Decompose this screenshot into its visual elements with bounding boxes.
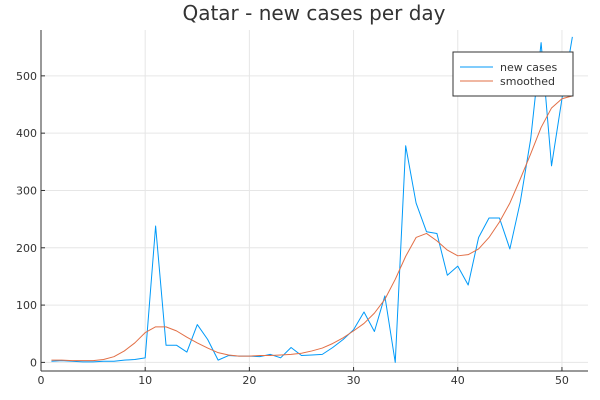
x-tick-label: 0	[38, 374, 45, 387]
y-tick-label: 500	[16, 70, 37, 83]
x-tick-label: 10	[138, 374, 152, 387]
series-line-smoothed	[51, 95, 573, 362]
y-tick-label: 400	[16, 127, 37, 140]
series-layer	[51, 36, 573, 363]
y-tick-label: 200	[16, 242, 37, 255]
legend-label-new-cases: new cases	[500, 61, 558, 74]
legend-label-smoothed: smoothed	[500, 75, 555, 88]
axes	[40, 30, 588, 372]
x-tick-label: 50	[555, 374, 569, 387]
y-tick-label: 0	[30, 356, 37, 369]
x-tick-label: 40	[451, 374, 465, 387]
y-tick-label: 100	[16, 299, 37, 312]
x-tick-label: 30	[347, 374, 361, 387]
chart-title: Qatar - new cases per day	[182, 1, 445, 25]
legend: new cases smoothed	[452, 51, 574, 97]
x-tick-label: 20	[242, 374, 256, 387]
legend-box	[452, 51, 574, 97]
series-line-new-cases	[51, 36, 573, 363]
y-tick-label: 300	[16, 184, 37, 197]
